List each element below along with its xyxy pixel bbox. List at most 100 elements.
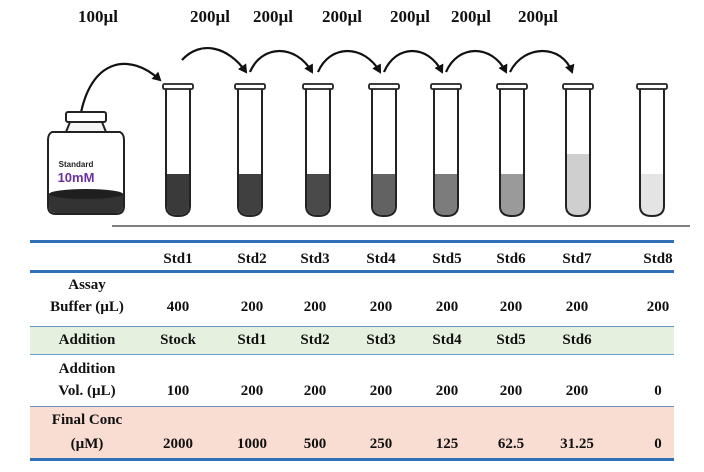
- cell-addition-vol-std5: 200: [435, 383, 459, 399]
- tube-rim: [562, 83, 594, 90]
- addition-top-rule: [30, 326, 674, 327]
- row-label-addition-vol: Vol. (µL): [58, 383, 116, 399]
- cell-assay-buffer-std8: 200: [646, 299, 670, 315]
- header-std5: Std5: [432, 251, 462, 267]
- transfer-label-3: 200µl: [322, 7, 362, 26]
- arrow-std4-to-std5: [382, 49, 444, 74]
- transfer-label-6: 200µl: [518, 7, 558, 26]
- stock-jar: Standard 10mM: [47, 111, 125, 215]
- cell-final-conc-std3: 500: [303, 436, 327, 452]
- row-label-addition: Addition: [58, 332, 116, 348]
- header-std1: Std1: [163, 251, 193, 267]
- tube-std1: [162, 83, 194, 218]
- tube-outline: [433, 88, 459, 218]
- final-conc-top-rule: [30, 406, 674, 407]
- tube-outline: [639, 88, 665, 218]
- cell-addition-std1: Stock: [160, 332, 196, 348]
- cell-addition-std3: Std2: [300, 332, 330, 348]
- tube-std5: [430, 83, 462, 218]
- row-label-addition-vol: Addition: [58, 361, 116, 377]
- tube-std4: [368, 83, 400, 218]
- tube-std2: [234, 83, 266, 218]
- cell-final-conc-std6: 62.5: [497, 436, 525, 452]
- tube-rim: [496, 83, 528, 90]
- cell-final-conc-std8: 0: [654, 436, 662, 452]
- row-label-assay-buffer: Assay: [68, 277, 106, 293]
- arrow-std2-to-std3: [248, 49, 313, 74]
- cell-assay-buffer-std1: 400: [166, 299, 190, 315]
- tube-liquid: [435, 174, 457, 215]
- cell-final-conc-std1: 2000: [163, 436, 193, 452]
- tube-liquid: [239, 174, 261, 215]
- tube-liquid: [501, 174, 523, 215]
- addition-band: [30, 326, 674, 354]
- transfer-label-2: 200µl: [253, 7, 293, 26]
- cell-final-conc-std2: 1000: [237, 436, 267, 452]
- header-std7: Std7: [562, 251, 592, 267]
- cell-addition-std2: Std1: [237, 332, 267, 348]
- tube-liquid: [641, 174, 663, 215]
- tube-outline: [165, 88, 191, 218]
- arrow-std1-to-std2: [181, 47, 248, 74]
- header-bottom-rule: [30, 270, 674, 273]
- final-conc-band: [30, 406, 674, 458]
- cell-addition-std5: Std4: [432, 332, 462, 348]
- cell-addition-vol-std1: 100: [166, 383, 190, 399]
- tube-outline: [305, 88, 331, 218]
- header-std8: Std8: [643, 251, 673, 267]
- row-label-assay-buffer: Buffer (µL): [50, 299, 124, 315]
- row-label-final-conc: (µM): [70, 436, 104, 452]
- jar-label-standard: Standard: [59, 160, 94, 169]
- header-std6: Std6: [496, 251, 526, 267]
- transfer-label-stock: 100µl: [78, 7, 118, 26]
- cell-assay-buffer-std7: 200: [565, 299, 589, 315]
- addition-bottom-rule: [30, 354, 674, 355]
- cell-final-conc-std4: 250: [369, 436, 393, 452]
- tube-liquid: [373, 174, 395, 215]
- transfer-arrows: [78, 47, 575, 119]
- cell-assay-buffer-std6: 200: [499, 299, 523, 315]
- tube-rim: [636, 83, 668, 90]
- tube-rim: [234, 83, 266, 90]
- tube-std8: [636, 83, 668, 218]
- table-bottom-rule: [30, 458, 674, 461]
- header-std4: Std4: [366, 251, 396, 267]
- header-std2: Std2: [237, 251, 267, 267]
- transfer-label-1: 200µl: [190, 7, 230, 26]
- cell-addition-vol-std3: 200: [303, 383, 327, 399]
- jar-label-concentration: 10mM: [58, 170, 95, 185]
- cell-assay-buffer-std4: 200: [369, 299, 393, 315]
- transfer-label-4: 200µl: [390, 7, 430, 26]
- tube-std7: [562, 83, 594, 218]
- tube-outline: [565, 88, 591, 218]
- cell-addition-vol-std2: 200: [240, 383, 264, 399]
- tube-rim: [302, 83, 334, 90]
- cell-addition-std7: Std6: [562, 332, 592, 348]
- cell-assay-buffer-std3: 200: [303, 299, 327, 315]
- row-label-final-conc: Final Conc: [51, 412, 123, 428]
- tube-outline: [237, 88, 263, 218]
- table-top-rule: [30, 240, 674, 243]
- arrow-std3-to-std4: [316, 49, 381, 74]
- cell-addition-vol-std7: 200: [565, 383, 589, 399]
- cell-assay-buffer-std5: 200: [435, 299, 459, 315]
- cell-addition-vol-std8: 0: [654, 383, 662, 399]
- tube-rack: [162, 83, 668, 218]
- arrow-std6-to-std7: [509, 49, 575, 74]
- tube-outline: [371, 88, 397, 218]
- cell-final-conc-std7: 31.25: [560, 436, 594, 452]
- tube-rim: [162, 83, 194, 90]
- tube-rim: [430, 83, 462, 90]
- cell-addition-vol-std6: 200: [499, 383, 523, 399]
- tube-std6: [496, 83, 528, 218]
- tube-std3: [302, 83, 334, 218]
- cell-assay-buffer-std2: 200: [240, 299, 264, 315]
- tube-liquid: [567, 154, 589, 215]
- tube-liquid: [307, 174, 329, 215]
- tube-rim: [368, 83, 400, 90]
- transfer-label-5: 200µl: [451, 7, 491, 26]
- cell-addition-vol-std4: 200: [369, 383, 393, 399]
- header-std3: Std3: [300, 251, 330, 267]
- cell-addition-std4: Std3: [366, 332, 396, 348]
